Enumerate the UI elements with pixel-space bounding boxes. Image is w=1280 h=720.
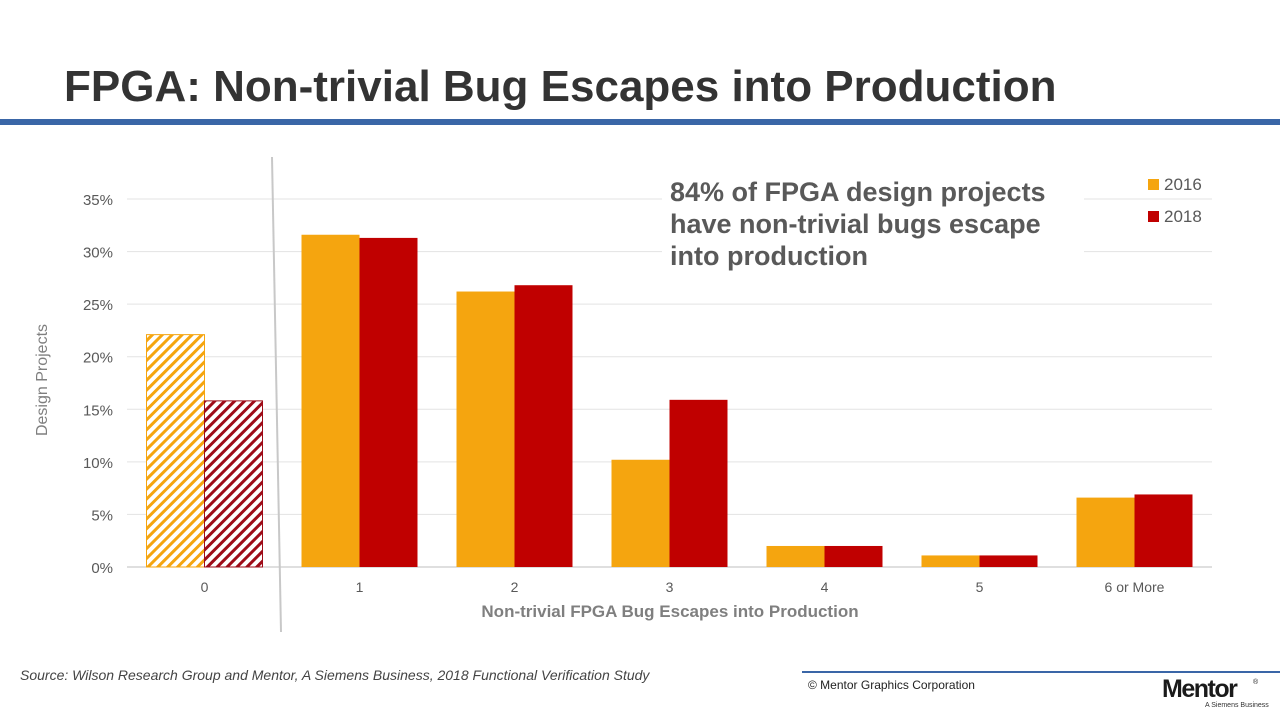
x-tick-label: 1 xyxy=(356,579,364,595)
y-tick-label: 25% xyxy=(83,297,113,314)
bar-chart: 0% 5% 10% 15% 20% 25% 30% 35% 0 1 2 3 4 5 6 or More D… xyxy=(34,156,1212,633)
legend: 2016 2018 xyxy=(1148,175,1202,226)
y-tick-label: 15% xyxy=(83,402,113,419)
legend-swatch xyxy=(1148,179,1159,190)
footer-divider xyxy=(802,671,1280,673)
bar-2018-5 xyxy=(979,555,1038,567)
bar-2016-6 or More xyxy=(1076,497,1135,567)
bar-2018-1 xyxy=(359,237,418,567)
bar-2018-2 xyxy=(514,285,573,567)
legend-swatch xyxy=(1148,211,1159,222)
bar-2016-4 xyxy=(766,545,825,567)
x-axis-ticks: 0 1 2 3 4 5 6 or More xyxy=(201,579,1165,595)
y-tick-label: 0% xyxy=(91,560,113,577)
x-tick-label: 0 xyxy=(201,579,209,595)
y-tick-label: 10% xyxy=(83,455,113,472)
y-axis-ticks: 0% 5% 10% 15% 20% 25% 30% 35% xyxy=(83,192,113,577)
mentor-logo: Mentor xyxy=(1162,675,1238,703)
bars xyxy=(146,234,1193,568)
callout-text: 84% of FPGA design projects have non-tri… xyxy=(670,177,1046,271)
bar-2016-3 xyxy=(611,459,670,567)
y-tick-label: 5% xyxy=(91,507,113,524)
bar-2018-4 xyxy=(824,545,883,567)
logo-registered-mark: ® xyxy=(1253,679,1259,686)
x-axis-label: Non-trivial FPGA Bug Escapes into Produc… xyxy=(481,602,858,621)
bar-2016-5 xyxy=(921,555,980,567)
bar-2018-0 xyxy=(204,400,263,568)
legend-label: 2018 xyxy=(1164,207,1202,226)
x-tick-label: 6 or More xyxy=(1105,579,1165,595)
x-tick-label: 3 xyxy=(666,579,674,595)
baseline-divider xyxy=(271,156,282,633)
bar-2016-0 xyxy=(146,334,205,568)
callout-backdrop xyxy=(662,168,1084,272)
y-tick-label: 30% xyxy=(83,245,113,262)
bar-2016-2 xyxy=(456,291,515,567)
slide-title: FPGA: Non-trivial Bug Escapes into Produ… xyxy=(64,62,1057,111)
title-divider xyxy=(0,119,1280,125)
y-tick-label: 35% xyxy=(83,192,113,209)
copyright-text: © Mentor Graphics Corporation xyxy=(808,678,975,692)
y-tick-label: 20% xyxy=(83,350,113,367)
x-tick-label: 4 xyxy=(821,579,829,595)
logo-subtext: A Siemens Business xyxy=(1205,702,1269,709)
y-axis-label: Design Projects xyxy=(34,324,51,436)
bar-2016-1 xyxy=(301,234,360,567)
bar-2018-6 or More xyxy=(1134,494,1193,567)
source-note: Source: Wilson Research Group and Mentor… xyxy=(20,667,650,683)
bar-2018-3 xyxy=(669,399,728,567)
x-tick-label: 5 xyxy=(976,579,984,595)
x-tick-label: 2 xyxy=(511,579,519,595)
legend-label: 2016 xyxy=(1164,175,1202,194)
